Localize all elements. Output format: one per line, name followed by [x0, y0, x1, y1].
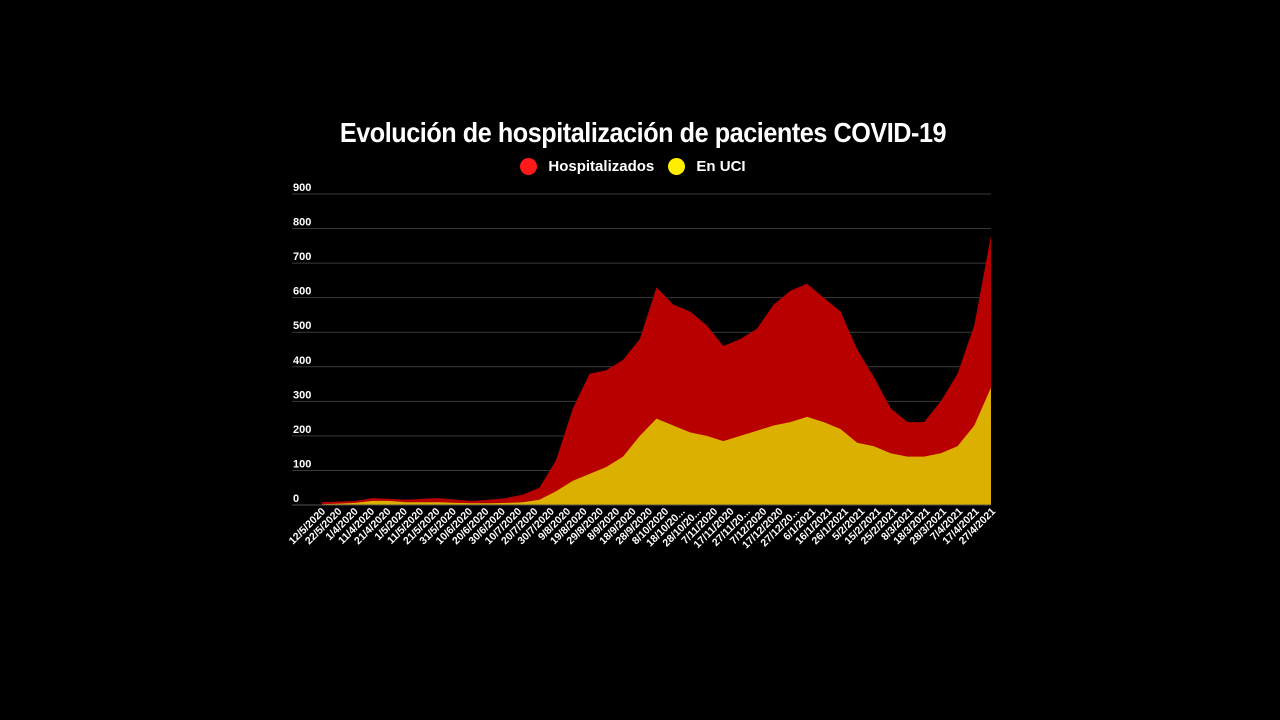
legend-label-hospitalizados: Hospitalizados [548, 158, 655, 175]
y-tick-label: 100 [293, 458, 311, 470]
y-tick-label: 800 [293, 217, 311, 229]
area-series-en-uci [322, 387, 991, 505]
legend-item-hospitalizados[interactable]: Hospitalizados [520, 158, 654, 175]
y-tick-label: 500 [293, 320, 311, 332]
y-tick-label: 300 [293, 389, 311, 401]
y-tick-label: 0 [293, 493, 299, 505]
legend: Hospitalizados En UCI [0, 158, 1266, 179]
legend-dot-en-uci [668, 158, 686, 175]
legend-dot-hospitalizados [520, 158, 538, 175]
y-tick-label: 600 [293, 286, 311, 298]
y-tick-label: 700 [293, 251, 311, 263]
legend-label-en-uci: En UCI [696, 158, 746, 175]
y-tick-label: 400 [293, 355, 311, 367]
chart-title: Evolución de hospitalización de paciente… [339, 117, 947, 148]
legend-item-en-uci[interactable]: En UCI [668, 158, 746, 175]
y-tick-label: 900 [293, 182, 311, 194]
y-tick-label: 200 [293, 424, 311, 436]
